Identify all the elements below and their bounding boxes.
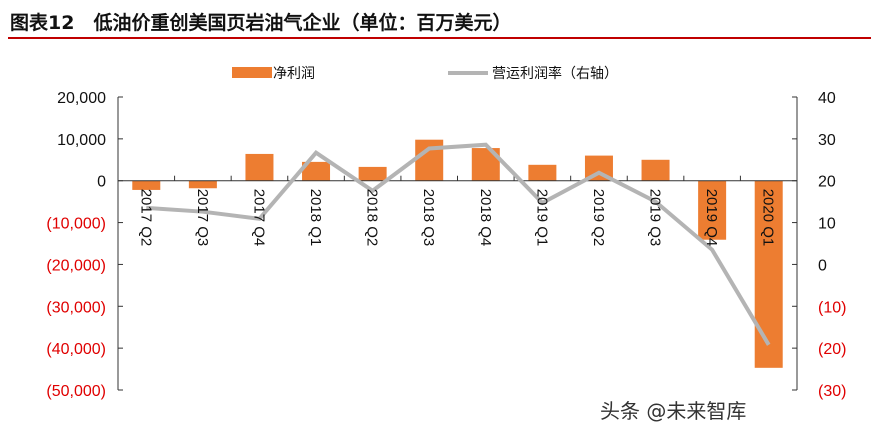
category-label: 2017 Q4 [250,189,267,247]
left-tick-label: (30,000) [46,299,106,316]
category-label: 2018 Q3 [420,189,437,247]
category-label: 2019 Q4 [703,189,720,247]
legend-line-label: 营运利润率（右轴） [492,65,618,82]
bar-2019-Q1 [528,164,557,181]
right-tick-label: 30 [818,132,836,149]
category-label: 2018 Q1 [307,189,324,247]
bar-2020-Q1 [754,180,783,368]
left-tick-label: 10,000 [57,132,106,149]
left-tick-label: (50,000) [46,383,106,400]
margin-line [146,142,771,346]
bar-2019-Q4 [698,180,727,240]
right-tick-label: (10) [818,299,846,316]
left-tick-label: (40,000) [46,341,106,358]
bar-2018-Q1 [302,161,331,181]
category-label: 2019 Q3 [647,189,664,247]
category-label: 2017 Q3 [194,189,211,247]
category-label: 2017 Q2 [137,189,154,247]
figure-title: 图表12 低油价重创美国页岩油气企业（单位：百万美元） [10,12,512,34]
bar-2019-Q3 [641,159,670,181]
category-label: 2019 Q2 [590,189,607,247]
left-tick-label: (10,000) [46,216,106,233]
category-label: 2018 Q2 [364,189,381,247]
right-tick-label: 10 [818,216,836,233]
bar-2017-Q2 [132,180,161,190]
right-tick-label: 40 [818,90,836,107]
category-label: 2020 Q1 [760,189,777,247]
left-tick-label: 0 [97,174,106,191]
category-label: 2019 Q1 [533,189,550,247]
right-tick-label: 20 [818,174,836,191]
bar-2017-Q4 [245,153,274,181]
title-rule [8,37,871,39]
legend-bar-swatch [232,67,272,78]
right-tick-label: (30) [818,383,846,400]
watermark: 头条 @未来智库 [600,399,747,423]
left-tick-label: 20,000 [57,90,106,107]
left-tick-label: (20,000) [46,257,106,274]
category-label: 2018 Q4 [477,189,494,247]
bar-2018-Q2 [358,166,387,181]
legend-bar-label: 净利润 [273,66,315,82]
bar-2017-Q3 [188,180,217,189]
right-tick-label: 0 [818,257,827,274]
right-tick-label: (20) [818,341,846,358]
